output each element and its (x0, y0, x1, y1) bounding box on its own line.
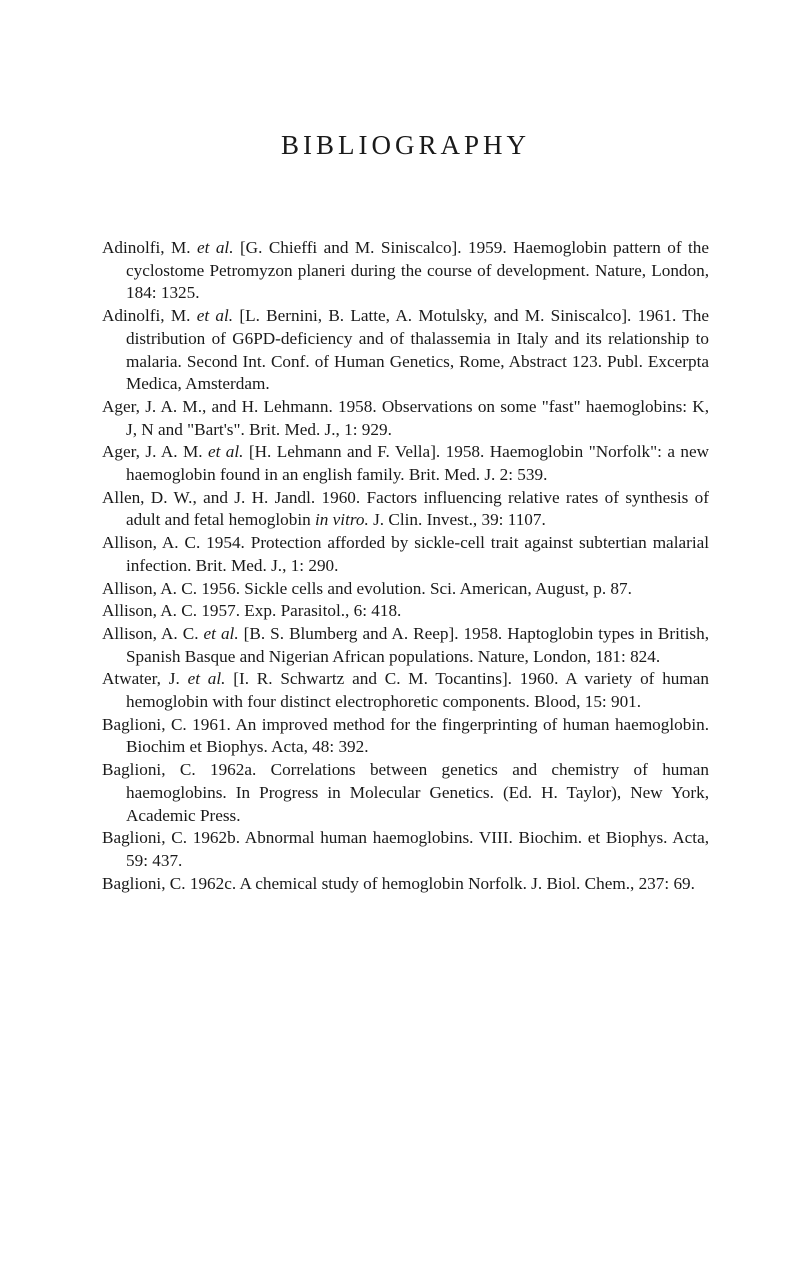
entry-text: Allison, A. C. 1957. Exp. Parasitol., 6:… (102, 601, 401, 620)
entry-text: Allison, A. C. (102, 624, 204, 643)
bibliography-entry: Allison, A. C. 1956. Sickle cells and ev… (102, 578, 709, 601)
entry-text: Baglioni, C. 1962c. A chemical study of … (102, 874, 695, 893)
bibliography-entry: Adinolfi, M. et al. [G. Chieffi and M. S… (102, 237, 709, 305)
bibliography-entry: Allison, A. C. et al. [B. S. Blumberg an… (102, 623, 709, 668)
entry-italic-text: et al. (204, 624, 239, 643)
bibliography-entry: Baglioni, C. 1961. An improved method fo… (102, 714, 709, 759)
bibliography-entry: Ager, J. A. M., and H. Lehmann. 1958. Ob… (102, 396, 709, 441)
page-title: BIBLIOGRAPHY (102, 130, 709, 161)
bibliography-entry: Baglioni, C. 1962a. Correlations between… (102, 759, 709, 827)
bibliography-entry: Allison, A. C. 1954. Protection afforded… (102, 532, 709, 577)
entry-text: Ager, J. A. M. (102, 442, 208, 461)
entry-text: Atwater, J. (102, 669, 188, 688)
bibliography-list: Adinolfi, M. et al. [G. Chieffi and M. S… (102, 237, 709, 895)
bibliography-entry: Baglioni, C. 1962c. A chemical study of … (102, 873, 709, 896)
entry-text: Adinolfi, M. (102, 238, 197, 257)
entry-text: Adinolfi, M. (102, 306, 197, 325)
entry-italic-text: et al. (197, 238, 234, 257)
bibliography-entry: Atwater, J. et al. [I. R. Schwartz and C… (102, 668, 709, 713)
bibliography-entry: Adinolfi, M. et al. [L. Bernini, B. Latt… (102, 305, 709, 396)
bibliography-entry: Allen, D. W., and J. H. Jandl. 1960. Fac… (102, 487, 709, 532)
entry-text: Baglioni, C. 1961. An improved method fo… (102, 715, 709, 757)
entry-text: J. Clin. Invest., 39: 1107. (369, 510, 546, 529)
entry-text: Allison, A. C. 1954. Protection afforded… (102, 533, 709, 575)
entry-italic-text: et al. (197, 306, 233, 325)
entry-text: Baglioni, C. 1962a. Correlations between… (102, 760, 709, 824)
entry-italic-text: et al. (208, 442, 244, 461)
bibliography-entry: Allison, A. C. 1957. Exp. Parasitol., 6:… (102, 600, 709, 623)
entry-text: Ager, J. A. M., and H. Lehmann. 1958. Ob… (102, 397, 709, 439)
entry-text: Baglioni, C. 1962b. Abnormal human haemo… (102, 828, 709, 870)
entry-text: Allison, A. C. 1956. Sickle cells and ev… (102, 579, 632, 598)
bibliography-entry: Baglioni, C. 1962b. Abnormal human haemo… (102, 827, 709, 872)
entry-italic-text: in vitro. (315, 510, 369, 529)
bibliography-entry: Ager, J. A. M. et al. [H. Lehmann and F.… (102, 441, 709, 486)
entry-italic-text: et al. (188, 669, 226, 688)
